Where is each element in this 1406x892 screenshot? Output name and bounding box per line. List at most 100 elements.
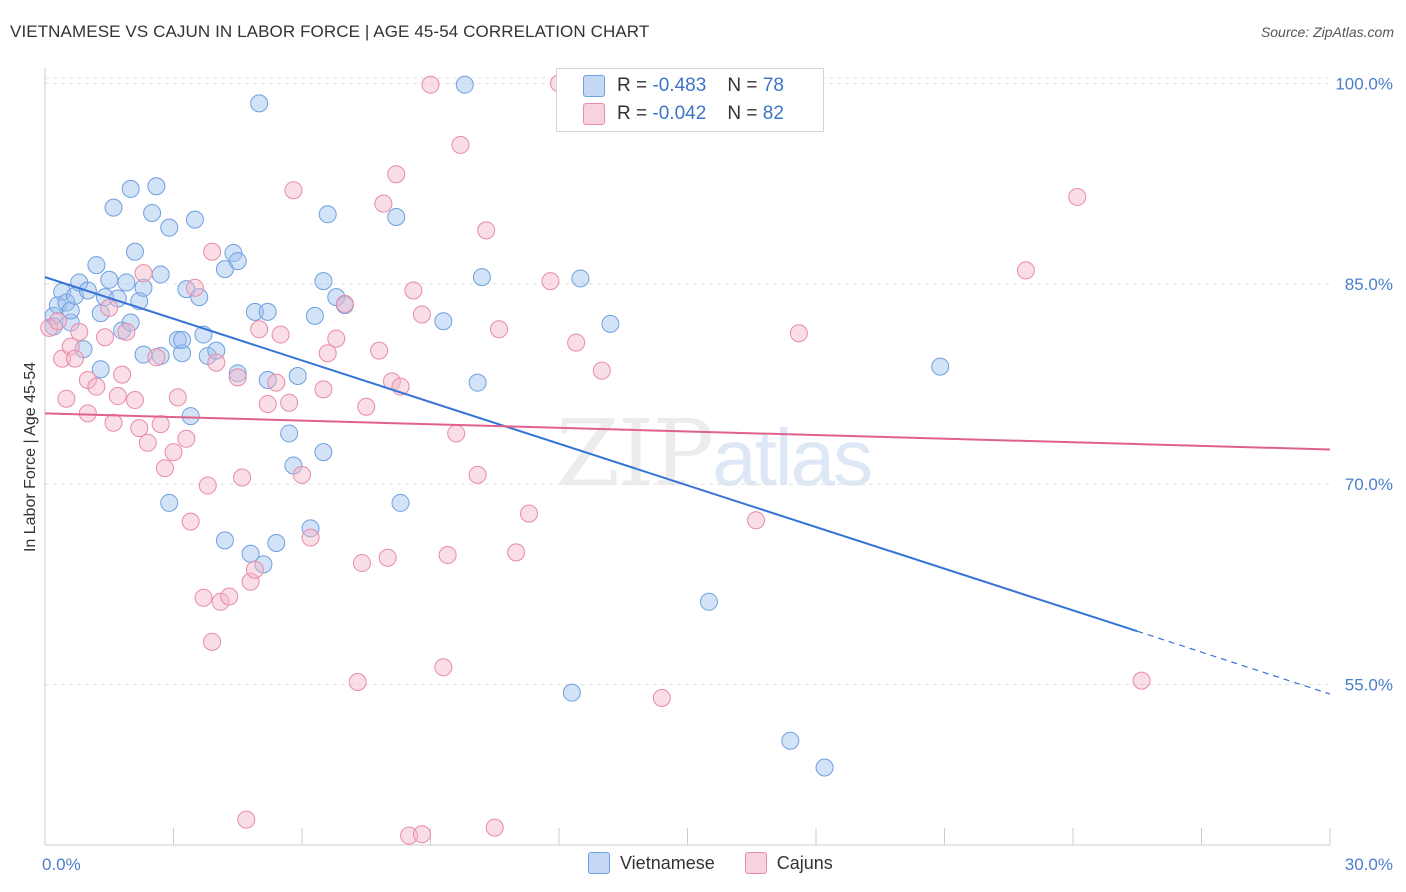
legend-n-value: 82 xyxy=(762,103,784,124)
point-cajuns xyxy=(434,658,453,677)
trendline-vietnamese xyxy=(44,276,1138,633)
point-cajuns xyxy=(370,341,389,360)
point-vietnamese xyxy=(160,218,179,237)
point-vietnamese xyxy=(100,270,119,289)
series-legend-cajuns: Cajuns xyxy=(744,852,833,874)
legend-row-cajuns: R = -0.042 N = 82 xyxy=(557,100,784,128)
point-cajuns xyxy=(485,818,504,837)
point-cajuns xyxy=(125,391,144,410)
series-label-cajuns: Cajuns xyxy=(776,852,833,873)
point-cajuns xyxy=(57,389,76,408)
point-vietnamese xyxy=(215,531,234,550)
point-cajuns xyxy=(65,349,84,368)
point-cajuns xyxy=(318,344,337,363)
point-cajuns xyxy=(108,387,127,406)
point-vietnamese xyxy=(301,519,320,538)
source-label: Source: ZipAtlas.com xyxy=(1260,24,1394,40)
point-vietnamese xyxy=(305,306,324,325)
y-tick-label: 55.0% xyxy=(1345,676,1393,695)
point-cajuns xyxy=(327,329,346,348)
point-cajuns xyxy=(348,672,367,691)
point-vietnamese xyxy=(215,260,234,279)
point-vietnamese xyxy=(258,302,277,321)
point-vietnamese xyxy=(318,205,337,224)
point-vietnamese xyxy=(601,314,620,333)
point-vietnamese xyxy=(699,592,718,611)
point-cajuns xyxy=(203,242,222,261)
watermark-atlas: atlas xyxy=(712,413,873,502)
point-cajuns xyxy=(541,272,560,291)
series-swatch-cajuns xyxy=(744,852,767,874)
point-cajuns xyxy=(130,419,149,438)
point-cajuns xyxy=(203,632,222,651)
point-vietnamese xyxy=(121,313,140,332)
point-cajuns xyxy=(267,373,286,392)
point-vietnamese xyxy=(228,252,247,271)
point-cajuns xyxy=(490,320,509,339)
point-vietnamese xyxy=(931,357,950,376)
point-cajuns xyxy=(507,543,526,562)
point-cajuns xyxy=(95,328,114,347)
point-cajuns xyxy=(48,312,67,331)
point-cajuns xyxy=(477,221,496,240)
legend-r-value: -0.042 xyxy=(652,103,707,124)
point-vietnamese xyxy=(562,683,581,702)
point-cajuns xyxy=(168,388,187,407)
point-cajuns xyxy=(100,298,119,317)
point-cajuns xyxy=(314,380,333,399)
point-cajuns xyxy=(421,75,440,94)
series-legend-vietnamese: Vietnamese xyxy=(588,852,715,874)
point-cajuns xyxy=(228,368,247,387)
point-cajuns xyxy=(293,465,311,484)
point-vietnamese xyxy=(151,265,170,284)
point-vietnamese xyxy=(314,272,333,291)
point-cajuns xyxy=(233,468,252,487)
point-cajuns xyxy=(747,511,766,530)
point-cajuns xyxy=(301,528,320,547)
point-vietnamese xyxy=(288,366,307,385)
point-cajuns xyxy=(181,512,200,531)
point-cajuns xyxy=(412,825,431,844)
point-cajuns xyxy=(468,465,487,484)
point-cajuns xyxy=(220,587,239,606)
point-vietnamese xyxy=(815,758,834,777)
point-vietnamese xyxy=(173,344,192,363)
point-cajuns xyxy=(520,504,539,523)
point-vietnamese xyxy=(391,493,410,512)
point-cajuns xyxy=(378,548,397,567)
point-vietnamese xyxy=(87,256,106,275)
point-vietnamese xyxy=(168,330,187,349)
y-tick-label: 85.0% xyxy=(1345,275,1393,294)
legend-n-label: N = xyxy=(727,103,758,124)
point-vietnamese xyxy=(121,179,140,198)
point-vietnamese xyxy=(185,210,204,229)
point-cajuns xyxy=(438,546,457,565)
point-cajuns xyxy=(271,325,290,344)
point-cajuns xyxy=(134,264,153,283)
point-vietnamese xyxy=(224,244,243,263)
y-axis-label: In Labor Force | Age 45-54 xyxy=(22,362,39,552)
point-vietnamese xyxy=(468,373,487,392)
point-cajuns xyxy=(404,281,423,300)
point-vietnamese xyxy=(571,269,590,288)
point-vietnamese xyxy=(173,330,192,349)
point-vietnamese xyxy=(280,424,299,443)
series-swatch-vietnamese xyxy=(588,852,610,874)
trendline-extension-vietnamese xyxy=(1137,630,1331,695)
point-cajuns xyxy=(387,165,406,184)
point-cajuns xyxy=(104,413,123,432)
point-cajuns xyxy=(113,365,132,384)
point-vietnamese xyxy=(434,312,453,331)
point-vietnamese xyxy=(472,268,491,287)
legend-r-label: R = xyxy=(617,103,648,124)
point-cajuns xyxy=(207,353,226,372)
point-cajuns xyxy=(151,415,170,434)
point-cajuns xyxy=(352,554,371,573)
point-cajuns xyxy=(164,443,183,462)
legend-row-vietnamese: R = -0.483 N = 78 xyxy=(557,72,784,100)
point-cajuns xyxy=(245,560,264,579)
point-cajuns xyxy=(194,588,213,607)
point-cajuns xyxy=(1016,261,1035,280)
point-cajuns xyxy=(117,322,136,341)
point-cajuns xyxy=(280,393,299,412)
